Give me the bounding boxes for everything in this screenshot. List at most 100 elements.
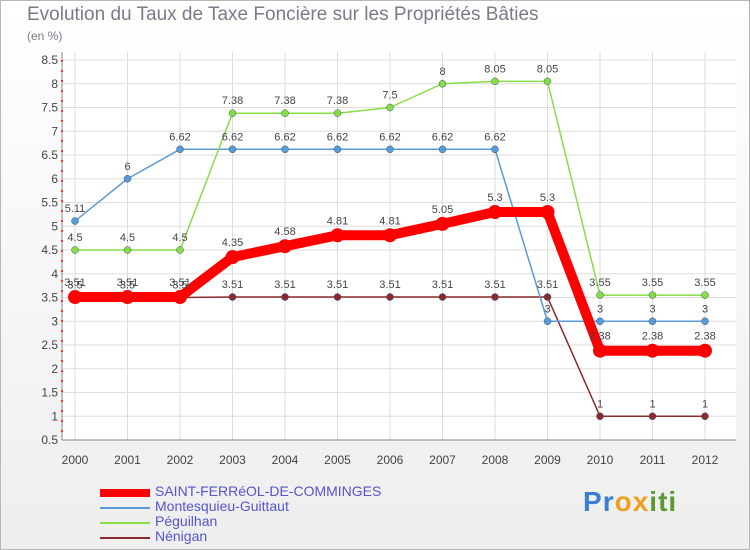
data-label: 4.5: [67, 232, 82, 244]
data-label: 8: [439, 66, 445, 78]
data-label: 3.55: [589, 277, 610, 289]
y-tick-label: 7.5: [41, 101, 58, 115]
data-label: 3.5: [120, 280, 135, 292]
data-label: 7.38: [274, 95, 295, 107]
series-point: [648, 291, 657, 299]
data-label: 1: [597, 398, 603, 410]
series-point: [123, 246, 132, 254]
data-label: 1: [702, 398, 708, 410]
legend-label: Montesquieu-Guittaut: [155, 498, 289, 514]
x-tick-label: 2006: [377, 453, 404, 467]
labels-layer: 3.5 3.5 3.5 3.51 3.51 3.51 3.51 3.51 3.51 3.511 1 1…: [64, 63, 715, 410]
x-tick-label: 2011: [640, 453, 666, 467]
logo-letter: P: [583, 486, 603, 517]
data-label: 3.51: [537, 279, 558, 291]
y-tick-label: 5.5: [41, 196, 58, 210]
series-point: [488, 205, 502, 219]
data-label: 6: [124, 161, 130, 173]
series-point: [540, 205, 555, 219]
series-point: [228, 109, 237, 117]
data-label: 3: [649, 303, 655, 315]
legend-label: Nénigan: [155, 528, 208, 544]
data-label: 4.35: [222, 237, 243, 249]
data-label: 8.05: [537, 63, 558, 75]
series-point: [648, 412, 657, 420]
data-label: 4.5: [172, 232, 187, 244]
y-tick-label: 4.5: [41, 243, 58, 257]
data-label: 3.51: [274, 279, 295, 291]
legend-swatch: [100, 507, 150, 509]
series-point: [438, 293, 447, 301]
series-point: [228, 293, 237, 301]
data-label: 3: [544, 303, 550, 315]
y-tick-label: 6.5: [41, 148, 58, 162]
series-point: [333, 293, 342, 301]
logo-letter: r: [602, 486, 615, 517]
series-point: [225, 250, 240, 265]
x-tick-label: 2007: [429, 453, 456, 467]
data-label: 4.5: [120, 232, 135, 244]
data-label: 3.51: [379, 279, 400, 291]
legend-label: Péguilhan: [155, 513, 218, 529]
y-tick-label: 0.5: [41, 433, 58, 447]
y-tick-label: 2: [51, 362, 58, 376]
data-label: 1: [649, 398, 655, 410]
data-label: 3.51: [432, 279, 453, 291]
data-label: 5.3: [487, 192, 502, 204]
data-label: 6.62: [222, 131, 243, 143]
data-label: 5.3: [540, 192, 555, 204]
data-label: 3.5: [67, 280, 82, 292]
legend-item: SAINT-FERRéOL-DE-COMMINGES: [100, 483, 500, 500]
legend-swatch: [100, 489, 150, 497]
y-tick-label: 8.5: [41, 53, 58, 67]
series-point: [438, 80, 447, 88]
series-point: [491, 145, 499, 154]
x-tick-label: 2005: [324, 453, 351, 467]
data-label: 4.81: [327, 215, 348, 227]
logo-letter: i: [668, 486, 678, 517]
logo-letter: i: [649, 486, 659, 517]
series-point: [228, 145, 237, 154]
x-tick-label: 2009: [534, 453, 561, 467]
series-point: [176, 145, 184, 154]
data-label: 3.51: [327, 279, 348, 291]
data-label: 5.05: [432, 204, 453, 216]
series-point: [596, 291, 604, 299]
data-label: 6.62: [484, 131, 505, 143]
data-label: 7.38: [327, 95, 348, 107]
series-layer: [68, 77, 712, 420]
data-label: 6.62: [169, 131, 190, 143]
series-point: [176, 246, 184, 254]
series-point: [596, 412, 604, 420]
legend-item: Montesquieu-Guittaut: [100, 498, 500, 515]
plot-area: [62, 52, 736, 440]
legend-item: Nénigan: [100, 528, 500, 545]
chart-subtitle: (en %): [27, 29, 63, 43]
data-label: 2.38: [642, 331, 663, 343]
series-point: [281, 145, 289, 154]
legend-item: Péguilhan: [100, 513, 500, 530]
data-label: 3.51: [484, 279, 505, 291]
series-point: [645, 343, 660, 358]
series-point: [71, 217, 79, 225]
y-tick-label: 1: [51, 409, 58, 423]
series-point: [333, 145, 342, 154]
legend-label: SAINT-FERRéOL-DE-COMMINGES: [155, 483, 382, 499]
chart-title: Evolution du Taux de Taxe Foncière sur l…: [27, 4, 539, 25]
series-point: [281, 109, 289, 117]
series-point: [383, 228, 397, 243]
data-label: 6.62: [274, 131, 295, 143]
data-label: 5.11: [65, 203, 86, 215]
data-label: 3.51: [222, 279, 243, 291]
data-label: 4.81: [379, 215, 400, 227]
x-tick-label: 2010: [587, 453, 614, 467]
data-label: 3: [597, 303, 603, 315]
data-label: 3.51: [117, 277, 138, 289]
series-point: [543, 317, 552, 325]
y-tick-label: 1.5: [41, 386, 58, 400]
data-label: 2.38: [589, 331, 610, 343]
series-point: [701, 412, 709, 420]
data-label: 3.55: [694, 277, 715, 289]
x-tick-label: 2004: [272, 453, 299, 467]
axes: 2000 2001 2002 2003 2004 2005 2006 2007 2008 2009…: [41, 52, 736, 467]
